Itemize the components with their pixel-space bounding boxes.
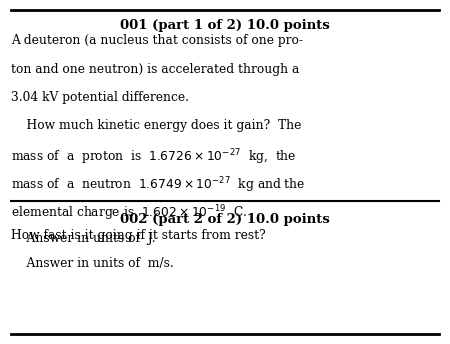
Text: How fast is it going if it starts from rest?: How fast is it going if it starts from r… bbox=[11, 229, 266, 242]
Text: 001 (part 1 of 2) 10.0 points: 001 (part 1 of 2) 10.0 points bbox=[120, 19, 330, 32]
Text: ton and one neutron) is accelerated through a: ton and one neutron) is accelerated thro… bbox=[11, 63, 300, 76]
Text: 3.04 kV potential difference.: 3.04 kV potential difference. bbox=[11, 91, 189, 104]
Text: How much kinetic energy does it gain?  The: How much kinetic energy does it gain? Th… bbox=[11, 119, 302, 132]
Text: Answer in units of  J.: Answer in units of J. bbox=[11, 232, 156, 245]
Text: 002 (part 2 of 2) 10.0 points: 002 (part 2 of 2) 10.0 points bbox=[120, 213, 330, 226]
Text: Answer in units of  m/s.: Answer in units of m/s. bbox=[11, 257, 174, 270]
Text: A deuteron (a nucleus that consists of one pro-: A deuteron (a nucleus that consists of o… bbox=[11, 34, 303, 47]
Text: mass of  a  proton  is  $1.6726 \times 10^{-27}$  kg,  the: mass of a proton is $1.6726 \times 10^{-… bbox=[11, 147, 297, 167]
Text: elemental charge is  $1.602 \times 10^{-19}$  C.: elemental charge is $1.602 \times 10^{-1… bbox=[11, 204, 248, 223]
Text: mass of  a  neutron  $1.6749 \times 10^{-27}$  kg and the: mass of a neutron $1.6749 \times 10^{-27… bbox=[11, 175, 306, 195]
